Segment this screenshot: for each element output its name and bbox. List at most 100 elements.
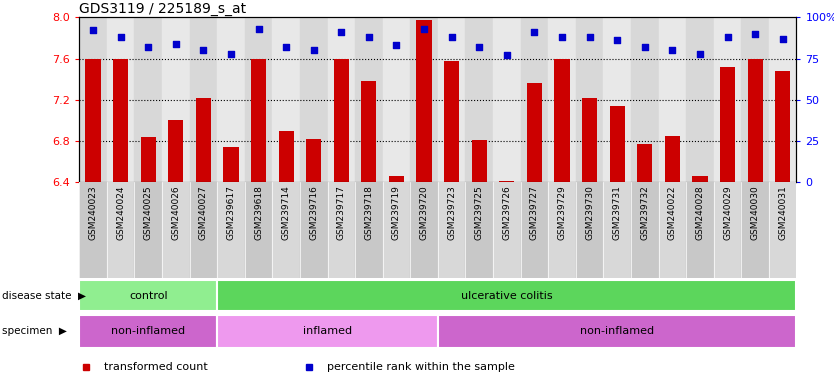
Point: [555, 34, 569, 40]
Text: GSM240030: GSM240030: [751, 185, 760, 240]
Bar: [79, 17, 107, 182]
Bar: [714, 182, 741, 278]
Bar: [334, 59, 349, 182]
Bar: [610, 106, 625, 182]
Bar: [775, 71, 791, 182]
Point: [721, 34, 734, 40]
Bar: [244, 17, 273, 182]
Bar: [217, 17, 244, 182]
Text: GSM239714: GSM239714: [282, 185, 290, 240]
Bar: [300, 182, 328, 278]
Bar: [493, 182, 520, 278]
Text: control: control: [129, 291, 168, 301]
Text: GSM240026: GSM240026: [171, 185, 180, 240]
Text: GSM239729: GSM239729: [557, 185, 566, 240]
Bar: [273, 182, 300, 278]
Point: [224, 51, 238, 57]
Point: [142, 44, 155, 50]
Bar: [410, 182, 438, 278]
Bar: [686, 182, 714, 278]
Bar: [162, 17, 189, 182]
Point: [252, 26, 265, 32]
Bar: [769, 17, 796, 182]
Bar: [472, 140, 487, 182]
Text: non-inflamed: non-inflamed: [580, 326, 654, 336]
Bar: [273, 17, 300, 182]
Bar: [383, 17, 410, 182]
Bar: [603, 182, 631, 278]
Bar: [134, 182, 162, 278]
Bar: [107, 17, 134, 182]
Text: transformed count: transformed count: [104, 362, 208, 372]
Bar: [79, 182, 107, 278]
Bar: [500, 181, 515, 182]
Bar: [438, 17, 465, 182]
Text: GSM239723: GSM239723: [447, 185, 456, 240]
Bar: [162, 182, 189, 278]
Bar: [520, 182, 548, 278]
Point: [610, 37, 624, 43]
Bar: [389, 176, 404, 182]
Text: GSM239716: GSM239716: [309, 185, 319, 240]
Bar: [416, 20, 432, 182]
Bar: [720, 67, 735, 182]
Bar: [741, 17, 769, 182]
Point: [473, 44, 486, 50]
Point: [417, 26, 430, 32]
Text: GSM240028: GSM240028: [696, 185, 705, 240]
Bar: [692, 176, 707, 182]
Bar: [465, 182, 493, 278]
Bar: [686, 17, 714, 182]
Point: [307, 47, 320, 53]
Bar: [582, 98, 597, 182]
Bar: [113, 59, 128, 182]
Bar: [747, 59, 762, 182]
Bar: [168, 121, 183, 182]
Text: GSM240024: GSM240024: [116, 185, 125, 240]
Bar: [355, 182, 383, 278]
Bar: [438, 182, 465, 278]
Bar: [244, 182, 273, 278]
Bar: [79, 280, 217, 311]
Text: GSM240027: GSM240027: [198, 185, 208, 240]
Text: GSM239720: GSM239720: [420, 185, 429, 240]
Bar: [107, 182, 134, 278]
Text: GSM240022: GSM240022: [668, 185, 677, 240]
Point: [279, 44, 293, 50]
Point: [87, 27, 100, 33]
Text: GSM239717: GSM239717: [337, 185, 346, 240]
Text: inflamed: inflamed: [303, 326, 352, 336]
Bar: [741, 182, 769, 278]
Point: [445, 34, 459, 40]
Point: [114, 34, 128, 40]
Point: [638, 44, 651, 50]
Bar: [217, 182, 244, 278]
Bar: [306, 139, 321, 182]
Bar: [355, 17, 383, 182]
Bar: [134, 17, 162, 182]
Point: [693, 51, 706, 57]
Bar: [189, 17, 217, 182]
Bar: [141, 137, 156, 182]
Text: GSM240031: GSM240031: [778, 185, 787, 240]
Text: disease state  ▶: disease state ▶: [2, 291, 86, 301]
Bar: [410, 17, 438, 182]
Point: [583, 34, 596, 40]
Bar: [361, 81, 376, 182]
Bar: [575, 17, 603, 182]
Text: GSM240025: GSM240025: [143, 185, 153, 240]
Bar: [328, 182, 355, 278]
Text: GSM239617: GSM239617: [227, 185, 235, 240]
Bar: [224, 147, 239, 182]
Bar: [444, 61, 460, 182]
Bar: [217, 315, 438, 348]
Text: specimen  ▶: specimen ▶: [2, 326, 67, 336]
Text: GSM239731: GSM239731: [613, 185, 621, 240]
Text: GSM239732: GSM239732: [641, 185, 649, 240]
Bar: [527, 83, 542, 182]
Bar: [548, 182, 575, 278]
Bar: [465, 17, 493, 182]
Text: GSM240023: GSM240023: [88, 185, 98, 240]
Bar: [659, 182, 686, 278]
Point: [500, 52, 514, 58]
